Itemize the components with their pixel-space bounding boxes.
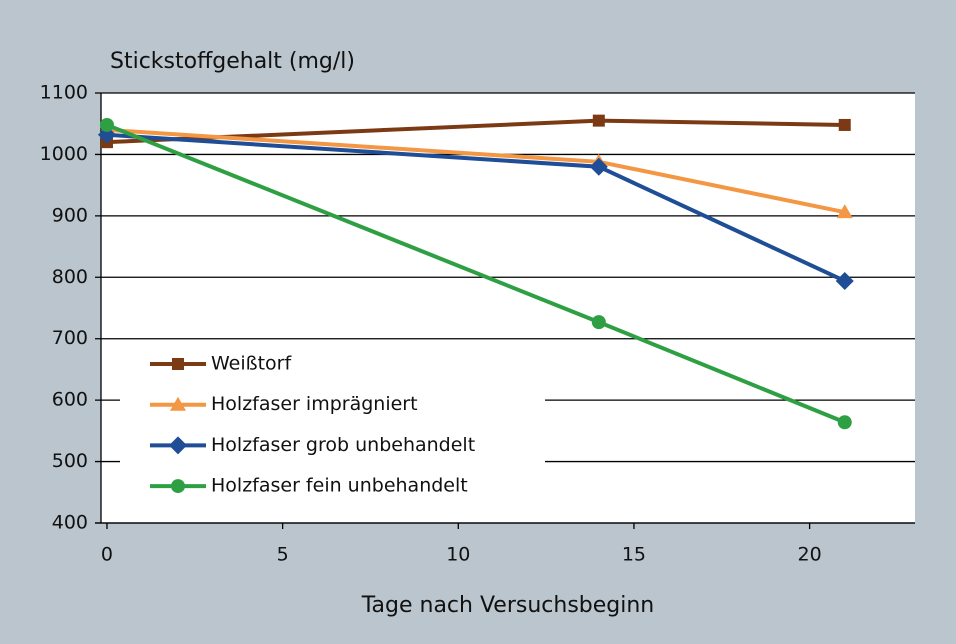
marker: [592, 114, 605, 127]
legend-label: Holzfaser imprägniert: [211, 393, 418, 415]
x-tick-label: 10: [446, 544, 470, 566]
legend: [120, 340, 545, 506]
marker: [172, 358, 184, 370]
marker: [838, 118, 851, 131]
marker: [589, 157, 608, 176]
marker: [97, 125, 116, 144]
y-tick-label: 400: [52, 512, 88, 534]
marker: [836, 204, 853, 219]
marker: [170, 396, 186, 411]
y-tick-label: 900: [52, 204, 88, 226]
marker: [169, 436, 187, 455]
y-tick-label: 700: [52, 327, 88, 349]
y-tick-label: 500: [52, 450, 88, 472]
y-axis-label: Stickstoffgehalt (mg/l): [110, 49, 355, 74]
legend-label: Weißtorf: [211, 353, 292, 375]
y-tick-label: 1100: [40, 82, 88, 104]
y-tick-label: 1000: [40, 143, 88, 165]
y-tick-label: 600: [52, 389, 88, 411]
legend-label: Holzfaser grob unbehandelt: [211, 434, 475, 456]
marker: [837, 415, 852, 430]
marker: [835, 271, 854, 290]
y-tick-label: 800: [52, 266, 88, 288]
x-axis-label: Tage nach Versuchsbeginn: [361, 593, 655, 618]
x-tick-label: 20: [798, 544, 822, 566]
marker: [591, 315, 606, 330]
x-tick-label: 5: [277, 544, 289, 566]
marker: [99, 117, 114, 132]
legend-label: Holzfaser fein unbehandelt: [211, 475, 468, 497]
x-tick-label: 0: [101, 544, 113, 566]
marker: [171, 479, 185, 494]
x-tick-label: 15: [622, 544, 646, 566]
